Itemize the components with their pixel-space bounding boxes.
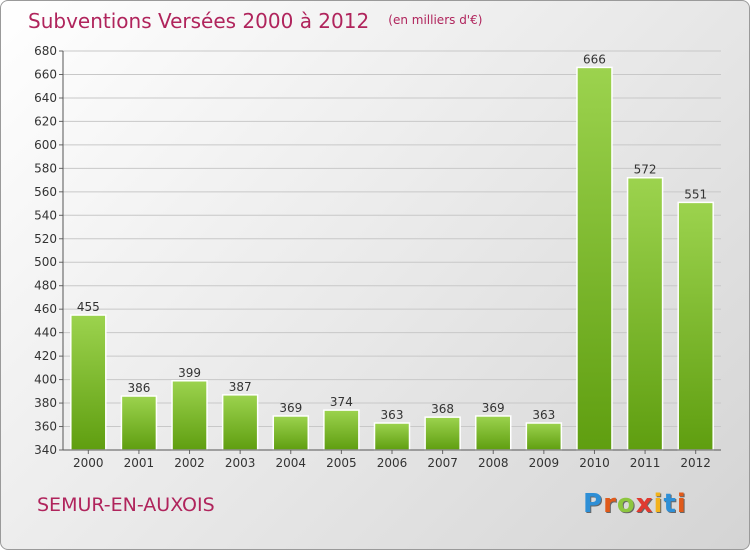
grid-lines xyxy=(59,50,721,451)
axes xyxy=(62,51,721,451)
bar xyxy=(221,394,259,451)
data-label: 369 xyxy=(482,401,505,415)
x-tick-label: 2010 xyxy=(579,456,610,470)
bar xyxy=(474,415,512,451)
x-tick-label: 2002 xyxy=(174,456,205,470)
bar xyxy=(373,422,411,451)
y-tick-label: 600 xyxy=(34,138,57,152)
data-label: 551 xyxy=(684,187,707,201)
y-tick-label: 520 xyxy=(34,232,57,246)
x-tick-label: 2012 xyxy=(680,456,711,470)
bar xyxy=(323,409,360,451)
bar xyxy=(424,416,461,451)
bar xyxy=(120,395,158,451)
chart-title: Subventions Versées 2000 à 2012 xyxy=(28,9,370,33)
x-tick-label: 2011 xyxy=(630,456,661,470)
town-name: SEMUR-EN-AUXOIS xyxy=(37,494,215,516)
title-row: Subventions Versées 2000 à 2012 (en mill… xyxy=(28,9,482,33)
y-tick-label: 620 xyxy=(34,114,57,128)
bar xyxy=(70,314,107,451)
x-tick-labels: 2000 2001 2002 2003 2004 2005 2006 2007 2008 2009… xyxy=(73,450,711,470)
x-tick-label: 2008 xyxy=(478,456,509,470)
x-tick-label: 2005 xyxy=(326,456,357,470)
data-label: 363 xyxy=(381,408,404,422)
bar xyxy=(626,176,664,451)
data-label: 374 xyxy=(330,395,353,409)
x-tick-label: 2000 xyxy=(73,456,104,470)
y-tick-label: 400 xyxy=(34,373,57,387)
y-tick-label: 580 xyxy=(34,161,57,175)
logo-letter: P xyxy=(583,489,604,519)
data-label: 368 xyxy=(431,402,454,416)
y-tick-label: 360 xyxy=(34,420,57,434)
y-tick-label: 640 xyxy=(34,91,57,105)
x-tick-label: 2004 xyxy=(275,456,306,470)
y-tick-label: 540 xyxy=(34,208,57,222)
logo-letter: o xyxy=(616,489,636,519)
bar xyxy=(576,66,613,451)
logo-letter: t xyxy=(663,489,677,519)
data-label: 363 xyxy=(532,408,555,422)
data-label: 666 xyxy=(583,52,606,66)
y-tick-label: 420 xyxy=(34,349,57,363)
unit-label: (en milliers d'€) xyxy=(388,13,483,27)
data-label: 386 xyxy=(127,381,150,395)
bar xyxy=(677,201,714,451)
y-tick-labels: 340 360 380 400 420 440 460 480 500 520 540 560 580 6… xyxy=(34,44,57,457)
data-label: 455 xyxy=(77,300,100,314)
data-labels: 455 386 399 387 369 374 363 368 369 363 666 572 551 xyxy=(77,52,707,422)
logo-letter: x xyxy=(635,489,654,519)
x-tick-label: 2001 xyxy=(124,456,155,470)
x-tick-label: 2007 xyxy=(427,456,458,470)
y-tick-label: 680 xyxy=(34,44,57,58)
y-tick-label: 440 xyxy=(34,326,57,340)
data-label: 387 xyxy=(229,380,252,394)
data-label: 369 xyxy=(279,401,302,415)
data-label: 399 xyxy=(178,366,201,380)
y-tick-label: 560 xyxy=(34,185,57,199)
bar xyxy=(525,422,563,451)
bars xyxy=(70,66,714,451)
logo-letter: r xyxy=(603,489,617,519)
data-label: 572 xyxy=(634,163,657,177)
y-tick-label: 460 xyxy=(34,302,57,316)
logo-letter: i xyxy=(676,489,687,519)
y-tick-label: 660 xyxy=(34,67,57,81)
proxiti-logo: Proxiti xyxy=(583,489,687,519)
bar xyxy=(272,415,310,451)
bar xyxy=(171,380,208,451)
x-tick-label: 2006 xyxy=(377,456,408,470)
x-tick-label: 2009 xyxy=(529,456,560,470)
y-tick-label: 500 xyxy=(34,255,57,269)
y-tick-label: 480 xyxy=(34,279,57,293)
y-tick-label: 340 xyxy=(34,443,57,457)
x-tick-label: 2003 xyxy=(225,456,256,470)
logo-letter: i xyxy=(653,489,664,519)
y-tick-label: 380 xyxy=(34,396,57,410)
